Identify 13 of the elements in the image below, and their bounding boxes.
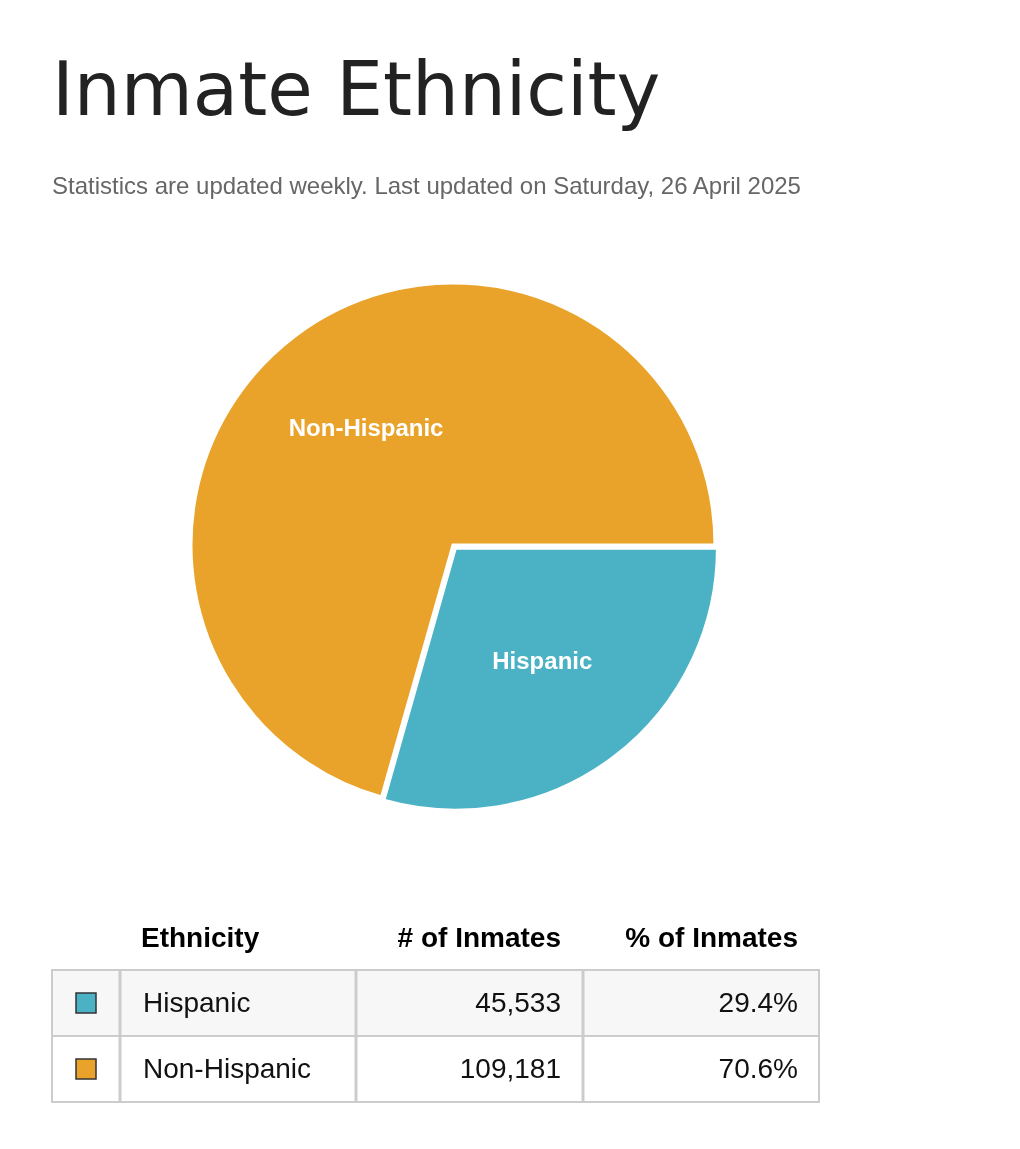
legend-title: Ethnicity	[141, 922, 260, 953]
text: 109,181	[459, 1053, 561, 1084]
slice-label: Hispanic	[492, 647, 593, 675]
slice-label: Non-Hispanic	[288, 414, 444, 442]
text: 29.4%	[718, 987, 798, 1018]
chart-title: Inmate Ethnicity	[52, 46, 661, 132]
category-label: Non-Hispanic	[143, 1053, 312, 1084]
chart-subtitle: Statistics are updated weekly. Last updated on Saturday, 26 April 2025	[52, 172, 801, 199]
text: 45,533	[475, 987, 561, 1018]
text: # of Inmates	[397, 922, 561, 953]
category-label: Hispanic	[143, 987, 251, 1018]
text: 70.6%	[718, 1053, 798, 1084]
text: % of Inmates	[625, 922, 798, 953]
